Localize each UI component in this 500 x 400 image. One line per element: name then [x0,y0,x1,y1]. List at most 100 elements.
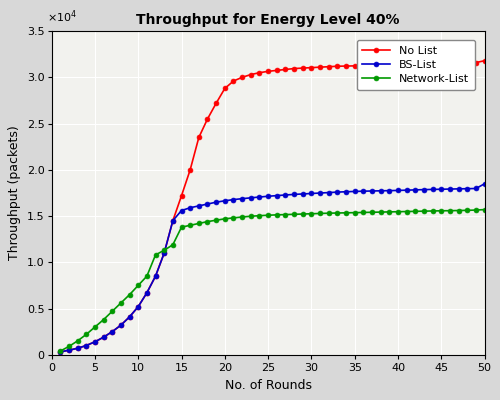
No List [230,79,236,84]
Network-List [248,214,254,219]
Legend: No List, BS-List, Network-List: No List, BS-List, Network-List [357,40,475,90]
Network-List [378,210,384,214]
No List [395,63,401,68]
No List [83,343,89,348]
Network-List [109,309,115,314]
Network-List [343,210,349,215]
No List [135,304,141,309]
BS-List [74,346,80,351]
BS-List [343,189,349,194]
Network-List [74,338,80,343]
Network-List [395,209,401,214]
Network-List [326,211,332,216]
No List [126,314,132,319]
No List [464,61,470,66]
BS-List [378,188,384,193]
Network-List [308,211,314,216]
BS-List [360,189,366,194]
BS-List [464,186,470,191]
BS-List [178,208,184,213]
Network-List [152,252,158,257]
No List [196,135,202,140]
No List [66,348,72,352]
Network-List [66,344,72,349]
Network-List [230,216,236,220]
BS-List [482,181,488,186]
BS-List [300,192,306,196]
No List [57,350,63,354]
Network-List [386,210,392,214]
No List [300,66,306,70]
BS-List [92,340,98,344]
Network-List [482,207,488,212]
BS-List [282,192,288,197]
BS-List [66,348,72,352]
Network-List [144,274,150,278]
No List [326,64,332,69]
No List [438,62,444,67]
No List [352,64,358,68]
BS-List [230,197,236,202]
X-axis label: No. of Rounds: No. of Rounds [224,379,312,392]
Network-List [291,212,297,217]
BS-List [404,188,409,192]
BS-List [135,304,141,309]
Network-List [265,213,271,218]
Network-List [187,223,193,228]
BS-List [308,191,314,196]
No List [317,65,323,70]
Network-List [360,210,366,215]
Line: BS-List: BS-List [58,181,487,354]
BS-List [265,194,271,199]
Network-List [412,209,418,214]
BS-List [421,187,427,192]
No List [265,69,271,74]
No List [291,66,297,71]
No List [473,60,479,65]
BS-List [369,188,375,193]
No List [161,251,167,256]
BS-List [291,192,297,197]
Network-List [421,209,427,214]
No List [482,58,488,63]
No List [404,63,409,68]
No List [378,63,384,68]
BS-List [274,193,280,198]
No List [282,67,288,72]
BS-List [239,196,245,201]
No List [248,72,254,77]
Network-List [473,208,479,212]
No List [308,65,314,70]
Network-List [126,292,132,297]
Y-axis label: Throughput (packets): Throughput (packets) [8,126,22,260]
Network-List [317,211,323,216]
BS-List [144,290,150,295]
No List [256,70,262,75]
No List [412,62,418,67]
Network-List [464,208,470,213]
No List [204,116,210,121]
BS-List [447,187,453,192]
BS-List [57,350,63,354]
Network-List [239,214,245,219]
Line: Network-List: Network-List [58,207,487,354]
Network-List [118,300,124,305]
No List [421,62,427,67]
No List [239,75,245,80]
Network-List [92,325,98,330]
No List [222,86,228,91]
No List [369,63,375,68]
BS-List [395,188,401,193]
Network-List [352,210,358,215]
BS-List [317,191,323,196]
No List [447,62,453,67]
Network-List [161,248,167,253]
Network-List [222,216,228,221]
BS-List [222,198,228,203]
No List [178,193,184,198]
BS-List [161,251,167,256]
No List [118,323,124,328]
No List [152,274,158,278]
BS-List [204,202,210,206]
No List [334,64,340,69]
